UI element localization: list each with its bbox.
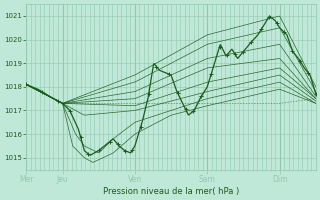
X-axis label: Pression niveau de la mer( hPa ): Pression niveau de la mer( hPa )	[103, 187, 239, 196]
